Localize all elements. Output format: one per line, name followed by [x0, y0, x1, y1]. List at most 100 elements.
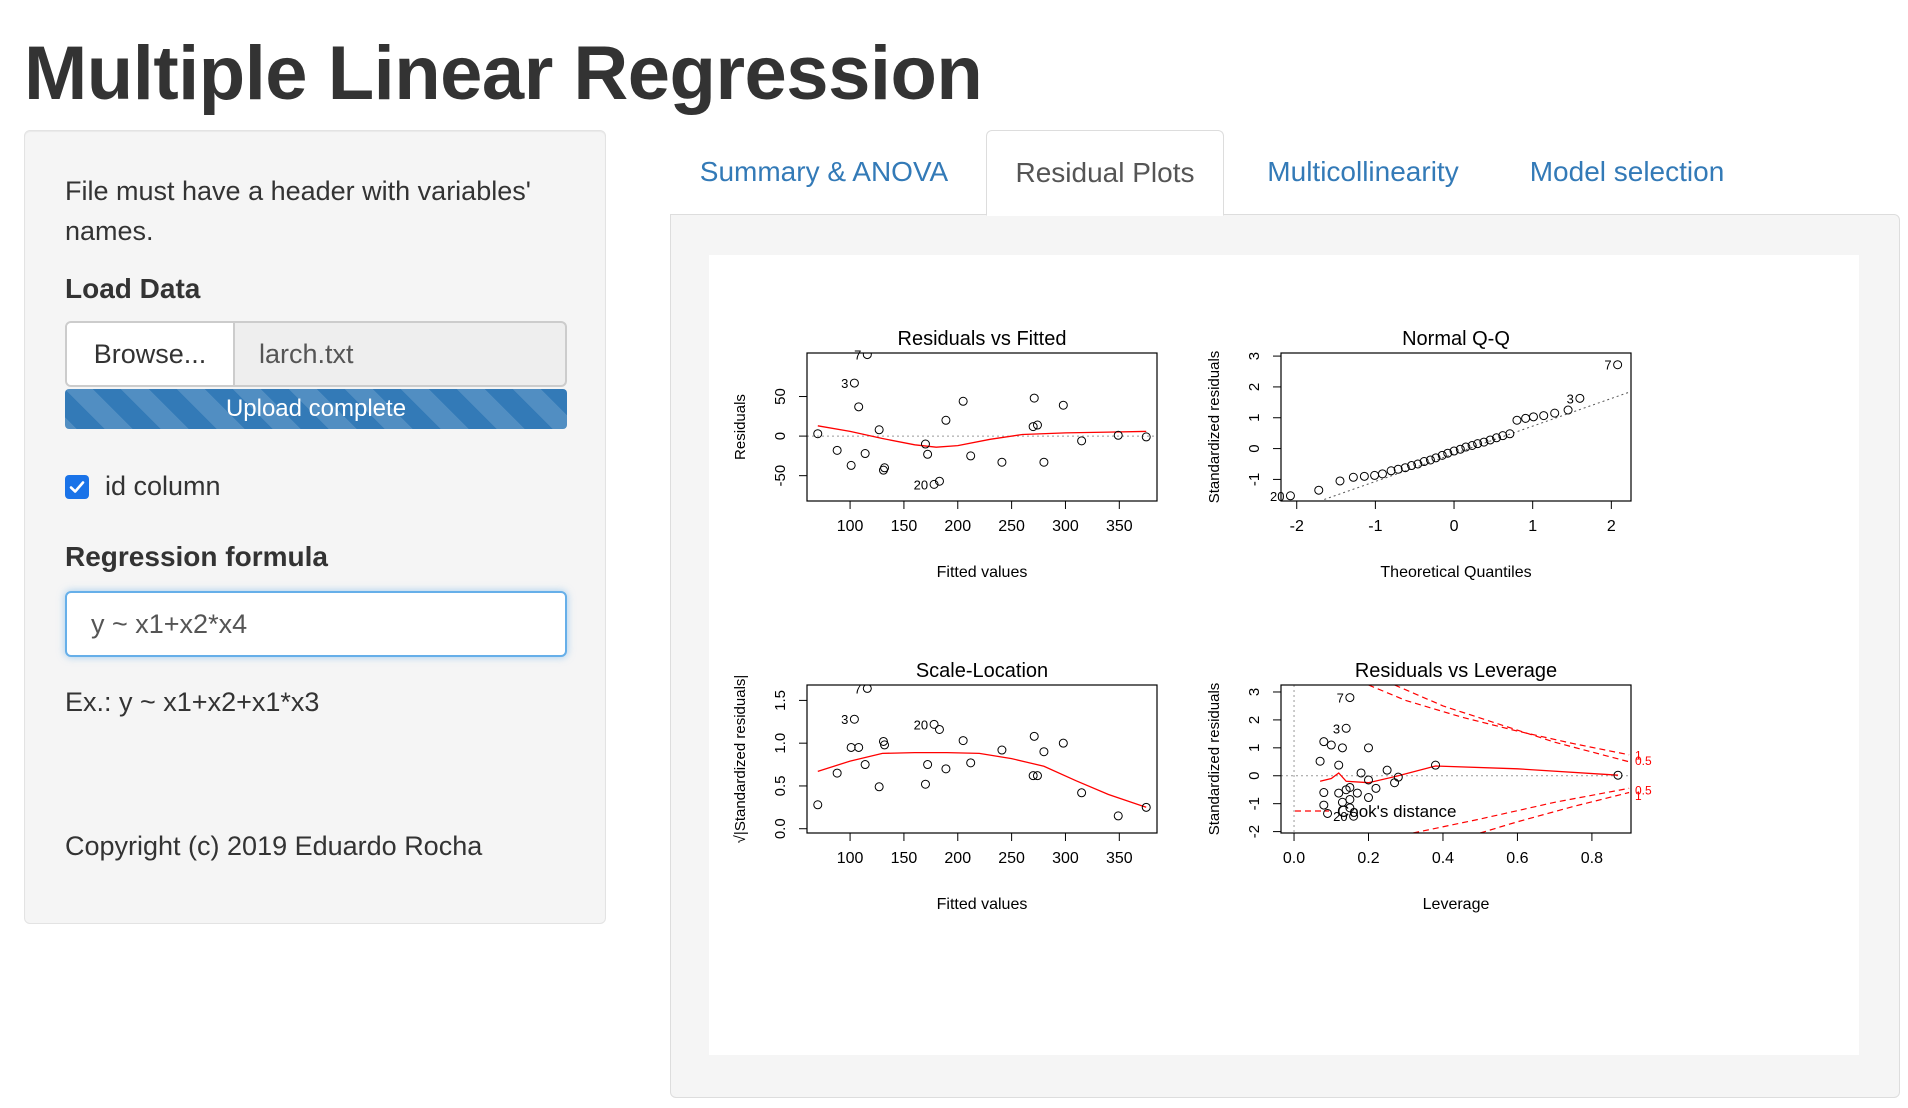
- x-axis-label: Fitted values: [937, 896, 1028, 913]
- data-point: [1113, 430, 1123, 440]
- tab-multicollinearity[interactable]: Multicollinearity: [1267, 156, 1459, 187]
- cooks-distance-contour: [1394, 685, 1630, 763]
- data-point: [1334, 788, 1344, 798]
- smoother-line: [1319, 765, 1619, 784]
- data-point: [1345, 782, 1355, 792]
- data-point: [854, 742, 864, 752]
- data-point: [1377, 469, 1387, 479]
- residual-plots-figure: Residuals vs Fitted Fitted values Residual…: [709, 255, 1859, 1055]
- data-point: [1431, 760, 1441, 770]
- data-point: [1492, 433, 1502, 443]
- residual-plots-panel: Residuals vs Fitted Fitted values Residual…: [670, 214, 1900, 1098]
- data-point: [1345, 803, 1355, 813]
- tab-residual-plots[interactable]: Residual Plots: [986, 130, 1224, 216]
- load-data-label: Load Data: [65, 273, 201, 304]
- data-point: [1077, 788, 1087, 798]
- data-point: [1349, 811, 1359, 821]
- regression-formula-input[interactable]: [65, 591, 567, 657]
- data-point: [1334, 760, 1344, 770]
- tab-model-selection[interactable]: Model selection: [1529, 156, 1725, 187]
- page-title: Multiple Linear Regression: [24, 31, 983, 116]
- y-axis-label: Residuals: [732, 394, 749, 460]
- x-tick-label: 350: [1106, 518, 1133, 535]
- data-point: [929, 479, 939, 489]
- tab-summary-anova[interactable]: Summary & ANOVA: [699, 156, 949, 187]
- data-point: [997, 457, 1007, 467]
- data-point: [1345, 693, 1355, 703]
- y-tick-label: -50: [772, 465, 789, 487]
- data-point: [929, 719, 939, 729]
- id-column-checkbox-row[interactable]: id column: [65, 471, 221, 502]
- data-point: [1473, 439, 1483, 449]
- data-point: [1485, 435, 1495, 445]
- y-tick-label: 50: [772, 388, 789, 405]
- plot-title: Normal Q-Q: [1402, 328, 1510, 350]
- data-point: [1425, 455, 1435, 465]
- data-point: [846, 742, 856, 752]
- data-point: [1563, 405, 1573, 415]
- x-tick-label: 350: [1106, 850, 1133, 867]
- data-point: [1455, 444, 1465, 454]
- y-axis-label: √|Standardized residuals|: [732, 675, 749, 844]
- data-point: [1400, 463, 1410, 473]
- data-point: [846, 460, 856, 470]
- data-point: [1113, 811, 1123, 821]
- data-point: [1319, 737, 1329, 747]
- plot-frame: [1280, 352, 1632, 502]
- data-point: [1315, 756, 1325, 766]
- x-tick-label: -2: [1290, 518, 1304, 535]
- x-tick-label: 0.0: [1283, 850, 1305, 867]
- cooks-distance-contour: [1480, 791, 1630, 833]
- upload-progress-bar: Upload complete: [65, 389, 567, 429]
- data-point: [1461, 442, 1471, 452]
- data-point: [1032, 771, 1042, 781]
- file-name-field[interactable]: larch.txt: [259, 338, 354, 369]
- data-point: [1326, 740, 1336, 750]
- data-point: [966, 758, 976, 768]
- data-point: [958, 736, 968, 746]
- point-label: 3: [1333, 721, 1340, 736]
- browse-button[interactable]: Browse...: [67, 323, 235, 385]
- data-point: [1029, 731, 1039, 741]
- tab-bar: Summary & ANOVA Residual Plots Multicoll…: [670, 130, 1900, 216]
- point-label: 7: [1604, 358, 1611, 373]
- x-tick-label: 2: [1607, 518, 1616, 535]
- data-point: [1505, 429, 1515, 439]
- y-tick-label: 2: [1246, 383, 1263, 391]
- data-point: [1407, 461, 1417, 471]
- y-tick-label: 0: [1246, 772, 1263, 780]
- point-label: 7: [854, 681, 861, 696]
- y-tick-label: 0.5: [772, 776, 789, 797]
- data-point: [1386, 466, 1396, 476]
- regression-formula-label: Regression formula: [65, 541, 328, 572]
- data-point: [854, 402, 864, 412]
- data-point: [1370, 470, 1380, 480]
- x-tick-label: 250: [998, 518, 1025, 535]
- data-point: [1364, 743, 1373, 753]
- x-tick-label: 100: [837, 850, 864, 867]
- id-column-checkbox[interactable]: [65, 474, 89, 499]
- data-point: [1319, 788, 1329, 798]
- plot-inner: [813, 685, 1151, 821]
- x-tick-label: 150: [891, 850, 918, 867]
- data-point: [958, 396, 968, 406]
- formula-example: Ex.: y ~ x1+x2+x1*x3: [65, 687, 320, 717]
- smoother-line: [817, 425, 1147, 448]
- x-tick-label: 150: [891, 518, 918, 535]
- plot-2: Scale-Location Fitted values √|Standardize…: [732, 660, 1158, 913]
- data-point: [1550, 408, 1560, 418]
- contour-label: 0.5: [1635, 783, 1652, 797]
- data-point: [1419, 457, 1429, 467]
- point-label: 3: [1567, 391, 1574, 406]
- x-tick-label: 0.2: [1357, 850, 1379, 867]
- data-point: [941, 415, 951, 425]
- data-point: [1371, 783, 1381, 793]
- point-label: 20: [1333, 809, 1347, 824]
- y-tick-label: 0: [772, 432, 789, 440]
- x-tick-label: 1: [1528, 518, 1537, 535]
- point-label: 7: [1337, 691, 1344, 706]
- data-point: [860, 760, 870, 770]
- data-point: [1028, 771, 1038, 781]
- data-point: [1359, 471, 1369, 481]
- data-point: [1498, 431, 1508, 441]
